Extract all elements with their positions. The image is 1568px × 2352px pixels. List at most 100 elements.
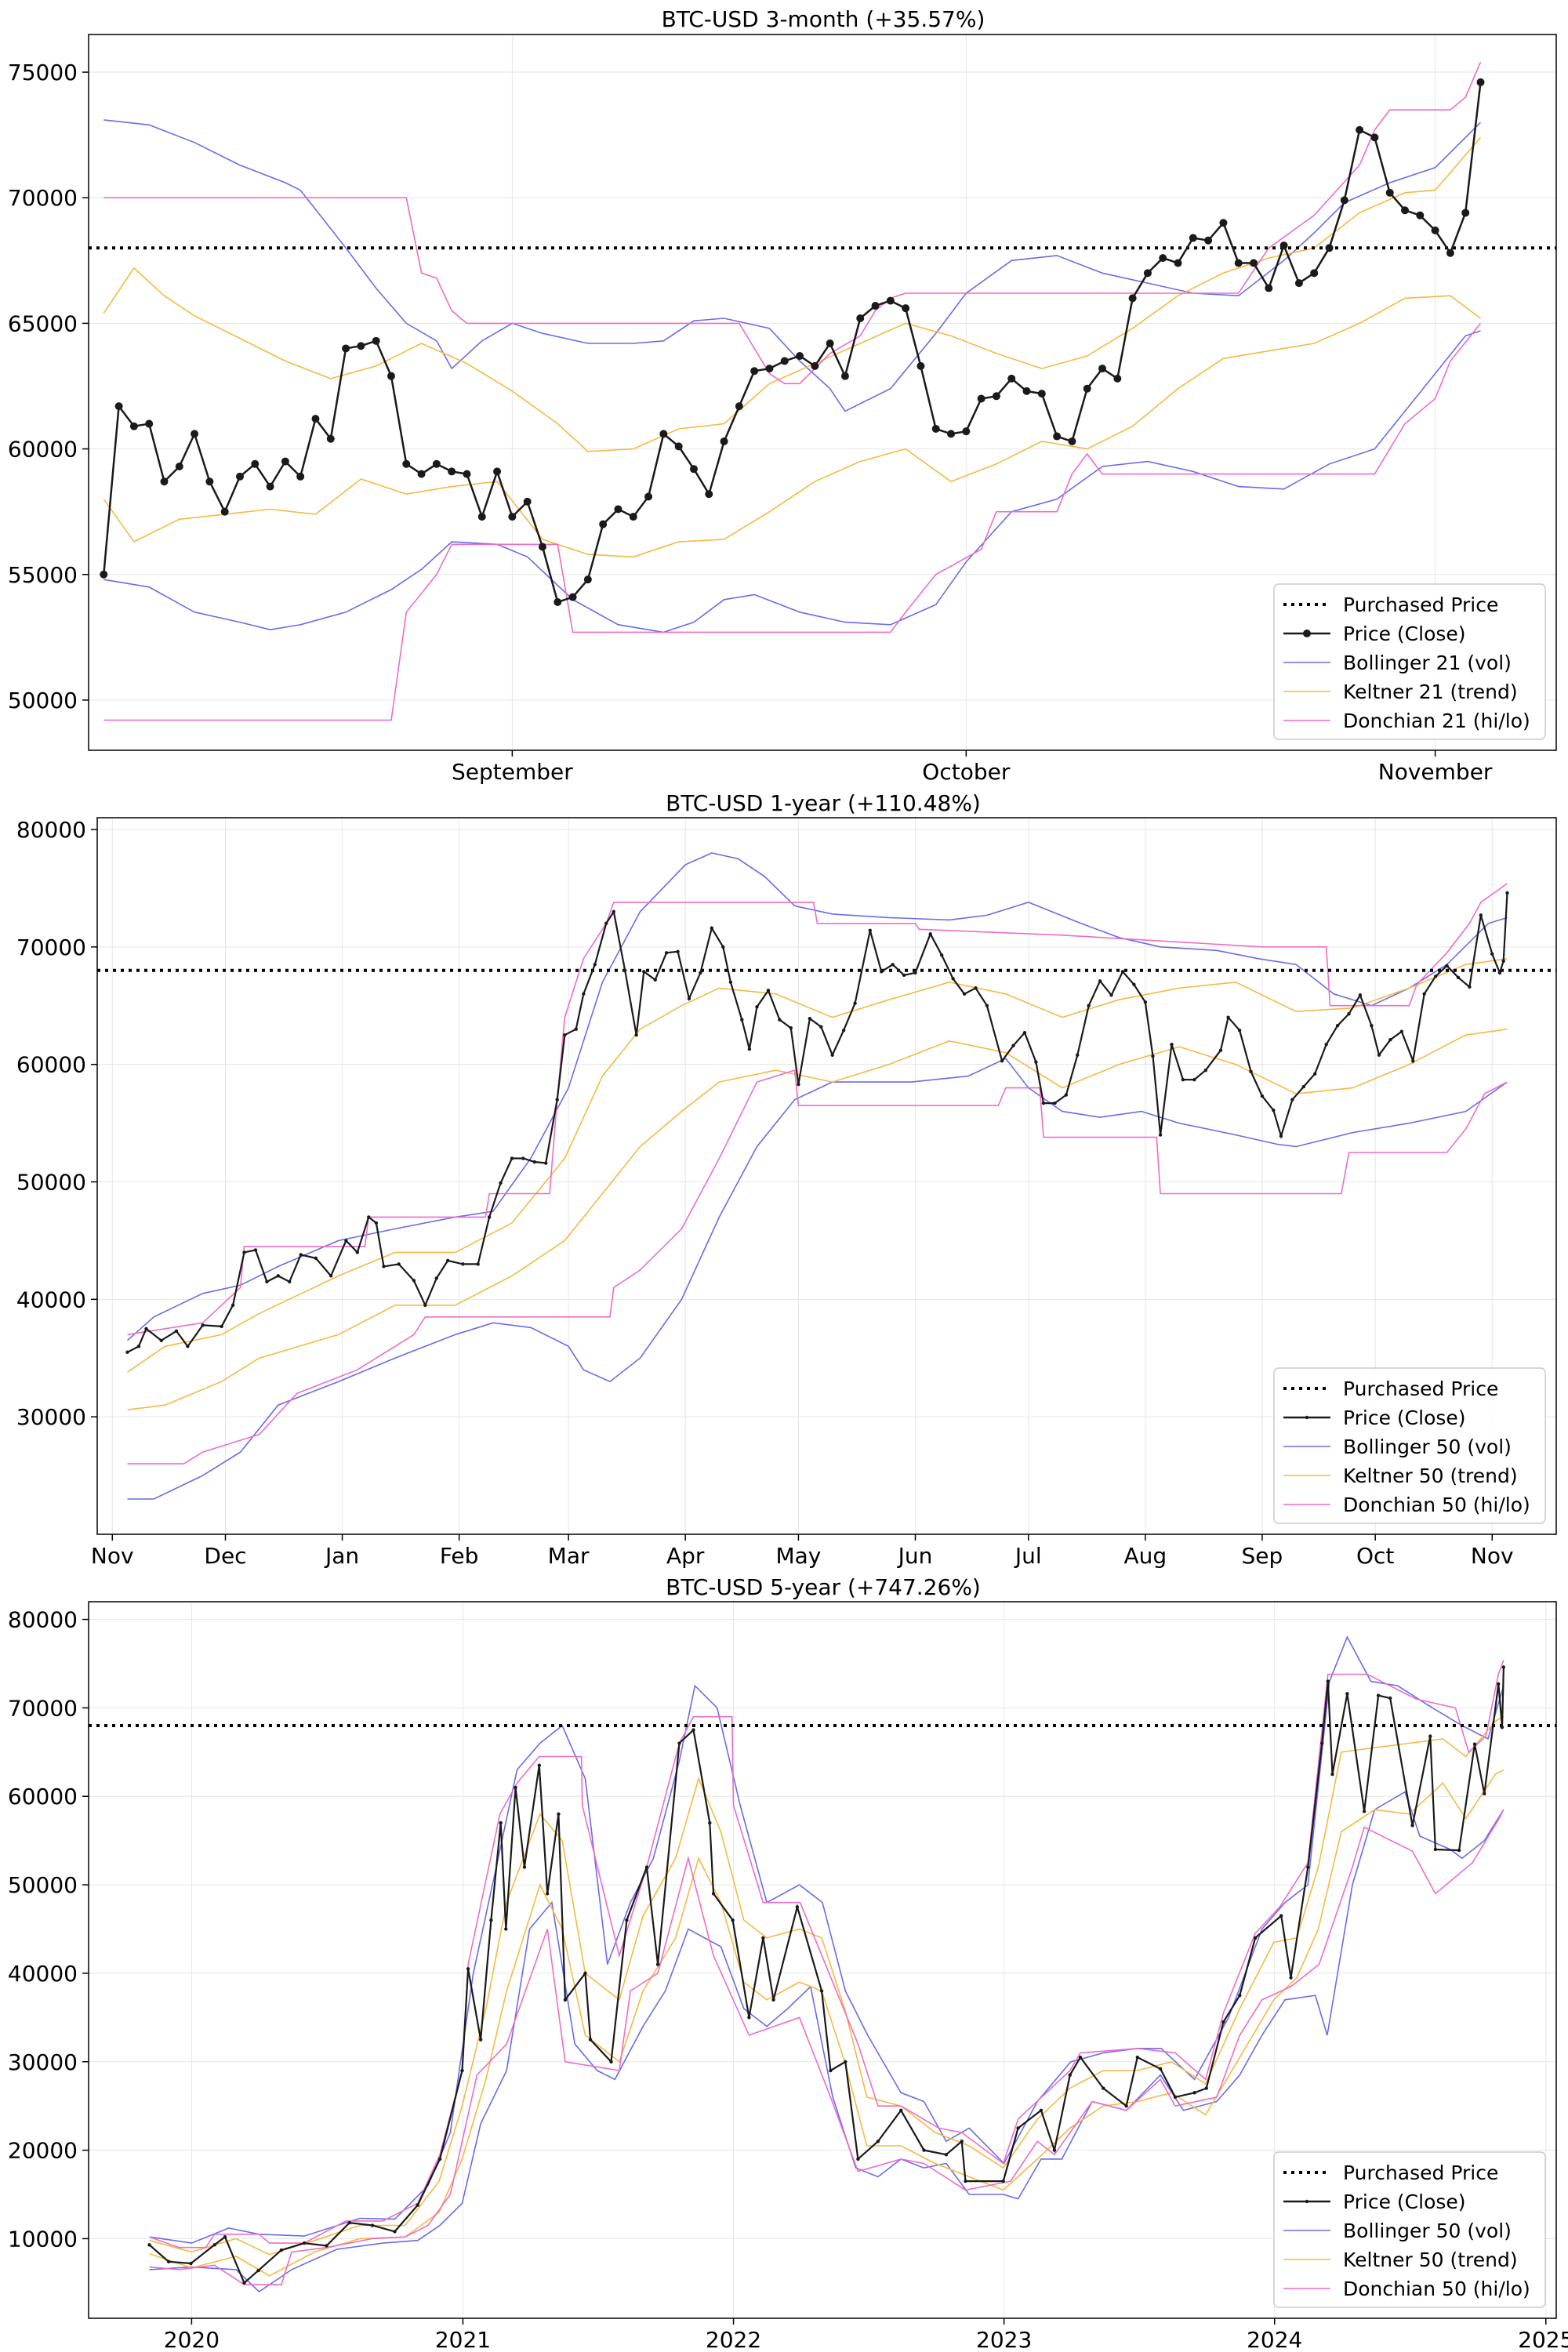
legend-label: Purchased Price (1343, 2161, 1498, 2184)
price-point (434, 1276, 438, 1280)
plot-frame (88, 1601, 1557, 2319)
price-point (1159, 254, 1167, 263)
price-point (387, 372, 395, 380)
legend-label: Keltner 21 (trend) (1343, 681, 1518, 703)
x-tick-label: Sep (1242, 1543, 1283, 1569)
price-point (1135, 2055, 1140, 2060)
y-tick-label: 50000 (16, 1169, 86, 1195)
price-point (100, 570, 108, 579)
price-point (711, 1892, 716, 1896)
price-point (1370, 133, 1379, 142)
price-point (1326, 1679, 1330, 1683)
price-point (1388, 1037, 1392, 1042)
price-point (476, 1262, 480, 1266)
price-point (1158, 1133, 1163, 1137)
price-point (1204, 2086, 1208, 2090)
price-point (1022, 387, 1031, 395)
x-tick-label: 2025 (1518, 2327, 1568, 2352)
price-point (357, 342, 365, 350)
price-point (931, 424, 940, 433)
price-point (186, 1345, 190, 1348)
price-line (126, 892, 1508, 1353)
price-point (962, 992, 967, 996)
price-point (355, 1250, 360, 1254)
price-point (1301, 1084, 1306, 1089)
legend-label: Keltner 50 (trend) (1343, 2249, 1518, 2271)
legend: Purchased Price Price (Close) Bollinger 50… (1273, 2151, 1546, 2308)
price-point (478, 2038, 483, 2042)
price-point (563, 1998, 568, 2002)
price-point (1181, 1077, 1185, 1082)
x-tick-label: Apr (666, 1543, 705, 1569)
price-point (1483, 1791, 1486, 1796)
donchian-lower-line (103, 322, 1482, 721)
price-point (223, 2234, 227, 2239)
y-tick-label: 65000 (8, 310, 78, 336)
bollinger-lower-line (103, 330, 1481, 633)
price-point (546, 1892, 550, 1896)
price-point (1362, 1809, 1367, 1813)
price-point (840, 372, 849, 380)
price-point (1170, 1042, 1174, 1047)
price-point (251, 459, 260, 468)
price-point (144, 1327, 148, 1330)
price-point (1203, 1068, 1207, 1073)
x-tick-label: Jul (1014, 1543, 1042, 1569)
x-tick-label: 2024 (1247, 2327, 1302, 2352)
price-point (1001, 2179, 1005, 2183)
price-point (328, 1274, 333, 1278)
price-point (644, 492, 653, 501)
price-point (876, 2140, 880, 2143)
price-point (487, 1215, 492, 1219)
price-point (1098, 365, 1107, 373)
price-point (1399, 1029, 1404, 1033)
price-point (1143, 269, 1152, 278)
price-point (964, 2179, 967, 2183)
price-point (1289, 1976, 1293, 1980)
x-tick-label: Aug (1123, 1543, 1167, 1569)
price-point (747, 1047, 752, 1051)
price-point (1234, 259, 1243, 267)
price-point (1347, 1012, 1351, 1016)
y-tick-label: 30000 (16, 1404, 86, 1430)
price-point (325, 2244, 328, 2248)
price-point (796, 352, 804, 361)
price-point (677, 1741, 681, 1745)
price-point (1306, 1865, 1310, 1869)
legend: Purchased Price Price (Close) Bollinger 50… (1273, 1367, 1546, 1524)
price-point (1505, 891, 1509, 895)
price-point (466, 1967, 470, 1971)
price-point (599, 520, 608, 528)
price-point (1416, 211, 1425, 220)
price-point (1497, 1682, 1501, 1686)
chart-title: BTC-USD 5-year (+747.26%) (666, 1574, 981, 1600)
price-point (634, 1033, 638, 1037)
price-point (951, 977, 955, 981)
price-point (1411, 1058, 1415, 1063)
price-point (856, 314, 865, 322)
price-point (265, 1279, 269, 1284)
price-point (230, 1303, 235, 1308)
price-point (504, 1927, 508, 1931)
price-point (416, 2203, 419, 2207)
price-point (655, 1962, 660, 1966)
price-point (1238, 1993, 1242, 1998)
x-tick-label: Jan (324, 1543, 359, 1569)
price-point (1226, 1015, 1230, 1019)
price-point (1345, 1692, 1349, 1696)
donchian-upper-line (103, 61, 1482, 385)
price-point (160, 477, 169, 486)
price-point (708, 1820, 712, 1825)
price-point (795, 1905, 800, 1909)
legend: Purchased Price Price (Close) Bollinger 21… (1273, 583, 1546, 740)
price-point (899, 2108, 903, 2113)
price-point (985, 1004, 989, 1007)
legend-box (1273, 583, 1546, 740)
price-point (242, 2281, 246, 2285)
legend-label: Bollinger 50 (vol) (1343, 1436, 1512, 1458)
price-point (205, 477, 214, 486)
price-point (1422, 992, 1426, 996)
price-point (220, 507, 229, 516)
y-tick-label: 55000 (8, 562, 78, 588)
price-point (544, 1161, 548, 1165)
